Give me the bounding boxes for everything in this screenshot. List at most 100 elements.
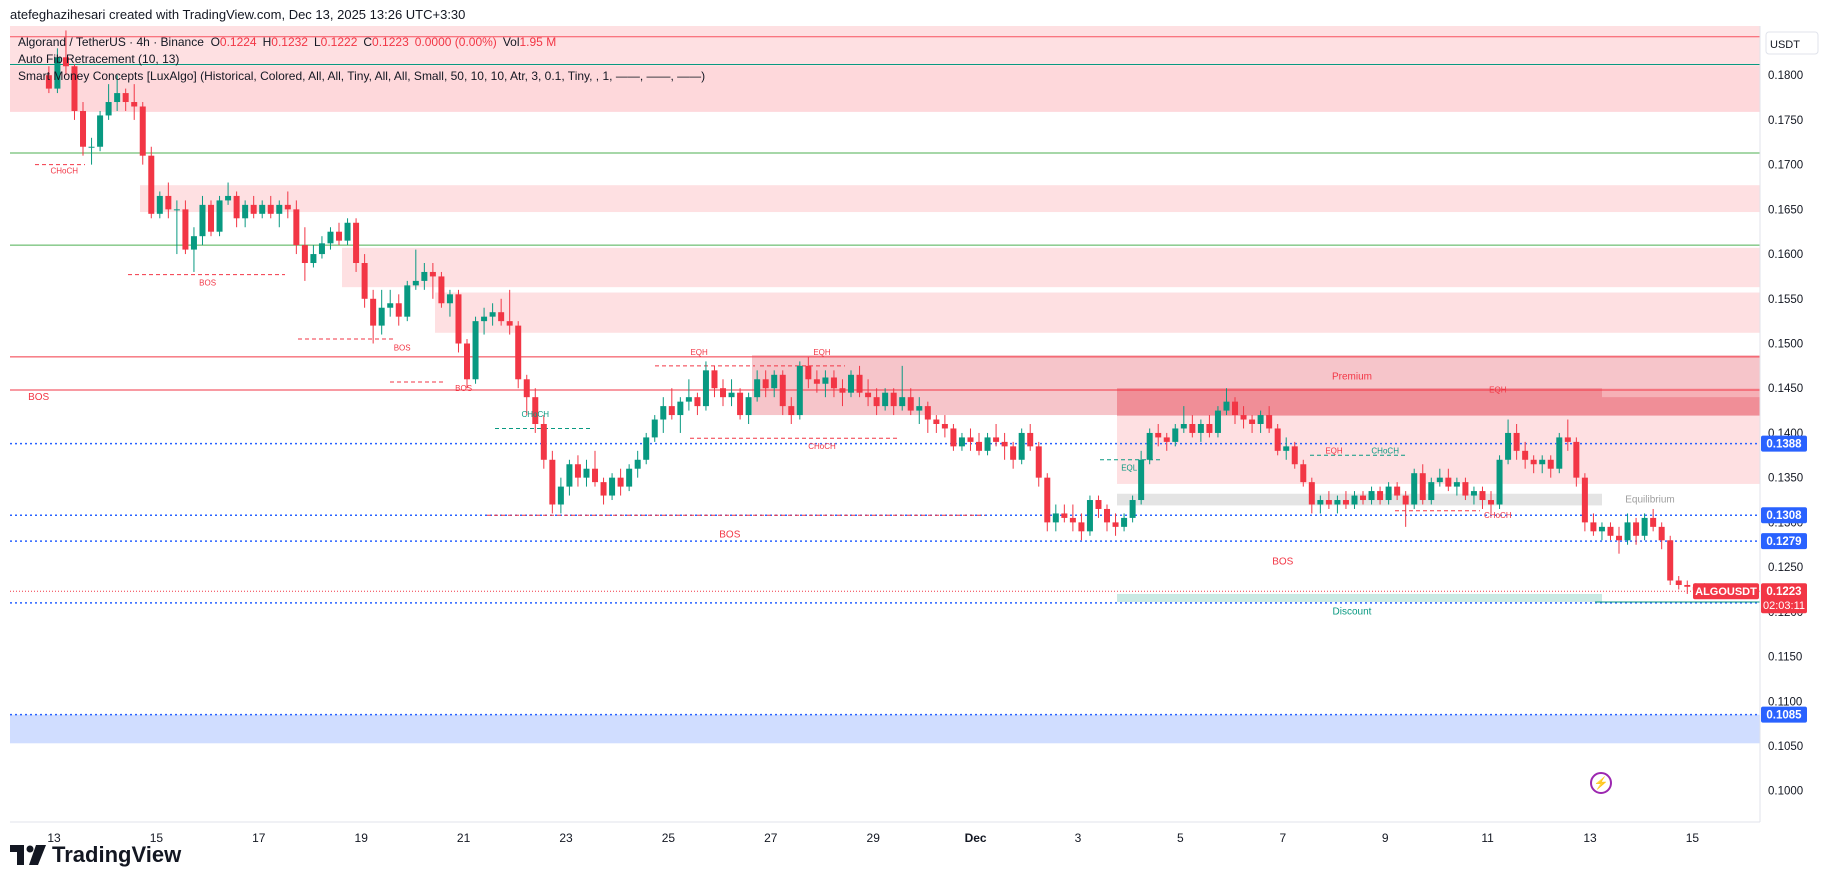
candle <box>62 30 69 76</box>
candle-body <box>549 459 556 505</box>
candle-body <box>1317 500 1324 505</box>
candle-body <box>481 316 488 322</box>
candle <box>1112 513 1119 536</box>
candle-body <box>1641 517 1648 536</box>
candle-body <box>737 392 744 416</box>
candle <box>1368 486 1375 505</box>
candle <box>233 191 240 228</box>
indicator-legend-row[interactable]: Smart Money Concepts [LuxAlgo] (Historic… <box>18 68 705 85</box>
candle <box>156 191 163 219</box>
candle-body <box>1214 410 1221 433</box>
indicator-fib-name: Auto Fib Retracement (10, 13) <box>18 52 180 66</box>
candle-body <box>489 312 496 317</box>
candle <box>976 432 983 456</box>
price-badge-label: 0.1279 <box>1766 536 1801 548</box>
candle-body <box>1163 437 1170 442</box>
price-badge <box>1761 706 1807 723</box>
level-lines-layer <box>10 36 1760 716</box>
candle <box>1232 397 1239 424</box>
candle-body <box>865 392 872 398</box>
discount-label: Discount <box>1333 607 1372 618</box>
candle-body <box>208 204 215 232</box>
candle <box>45 66 52 94</box>
candle-body <box>1342 500 1349 505</box>
candle <box>848 370 855 398</box>
candle <box>1590 513 1597 536</box>
candle-body <box>1650 517 1657 527</box>
candle <box>1104 504 1111 532</box>
candle <box>242 200 249 228</box>
candle-body <box>813 379 820 384</box>
candle-body <box>796 365 803 416</box>
time-tick-label: 3 <box>1075 831 1082 845</box>
candle <box>1018 428 1025 465</box>
candle <box>208 200 215 237</box>
discount-zone <box>1117 593 1602 602</box>
candle <box>1436 468 1443 487</box>
candle-body <box>353 222 360 264</box>
candle <box>1155 424 1162 447</box>
price-badge-label: 0.1388 <box>1766 439 1802 451</box>
supply-zone <box>10 66 1760 112</box>
price-tick-label: 0.1450 <box>1768 383 1803 395</box>
candle-body <box>318 243 325 255</box>
candle-body <box>199 204 206 237</box>
candle <box>967 428 974 451</box>
candle <box>779 370 786 416</box>
flash-icon[interactable]: ⚡ <box>1590 772 1612 794</box>
candle <box>609 473 616 501</box>
candle <box>199 195 206 246</box>
candle-body <box>566 464 573 487</box>
candle <box>685 379 692 411</box>
candle <box>327 227 334 250</box>
candle-body <box>1462 482 1469 496</box>
candle <box>702 361 709 411</box>
candle <box>1462 477 1469 501</box>
candle <box>1121 513 1128 532</box>
candle-body <box>1052 513 1059 523</box>
candle-body <box>1129 500 1136 518</box>
candle <box>1402 491 1409 527</box>
candle <box>139 102 146 165</box>
time-tick-label: 19 <box>355 831 369 845</box>
candle-body <box>1223 401 1230 411</box>
candle <box>1564 419 1571 451</box>
candle-body <box>1274 428 1281 451</box>
candle-body <box>1197 424 1204 433</box>
tradingview-logo[interactable]: TradingView <box>10 840 181 870</box>
ohlc-value: 0.1232 <box>271 35 308 49</box>
candle-body <box>762 379 769 389</box>
candle <box>745 392 752 424</box>
candle <box>1308 477 1315 514</box>
candle-body <box>515 325 522 380</box>
candle-body <box>1334 500 1341 505</box>
candle-body <box>839 388 846 393</box>
candle-body <box>745 397 752 416</box>
candle-body <box>1488 500 1495 505</box>
symbol-legend-row[interactable]: Algorand / TetherUS · 4h · Binance O0.12… <box>18 34 705 51</box>
candle <box>771 370 778 398</box>
candle <box>1300 459 1307 487</box>
candle-body <box>1394 486 1401 496</box>
candle <box>634 450 641 478</box>
candle-body <box>1675 580 1682 585</box>
candle <box>1385 482 1392 505</box>
candle <box>395 294 402 326</box>
ohlc-value: 0.1223 <box>372 35 409 49</box>
candle <box>1342 491 1349 509</box>
candle <box>762 370 769 398</box>
candle-body <box>1402 495 1409 505</box>
candle-body <box>882 392 889 407</box>
candle-body <box>173 209 180 211</box>
candle-body <box>617 477 624 487</box>
candle-body <box>1428 482 1435 501</box>
candle-body <box>1590 522 1597 532</box>
candle-body <box>1633 522 1640 536</box>
candle-body <box>609 477 616 496</box>
candle <box>97 110 104 152</box>
indicator-legend-row[interactable]: Auto Fib Retracement (10, 13) <box>18 51 705 68</box>
price-badge <box>1761 507 1807 524</box>
candle <box>131 84 138 120</box>
currency-box <box>1765 31 1819 55</box>
